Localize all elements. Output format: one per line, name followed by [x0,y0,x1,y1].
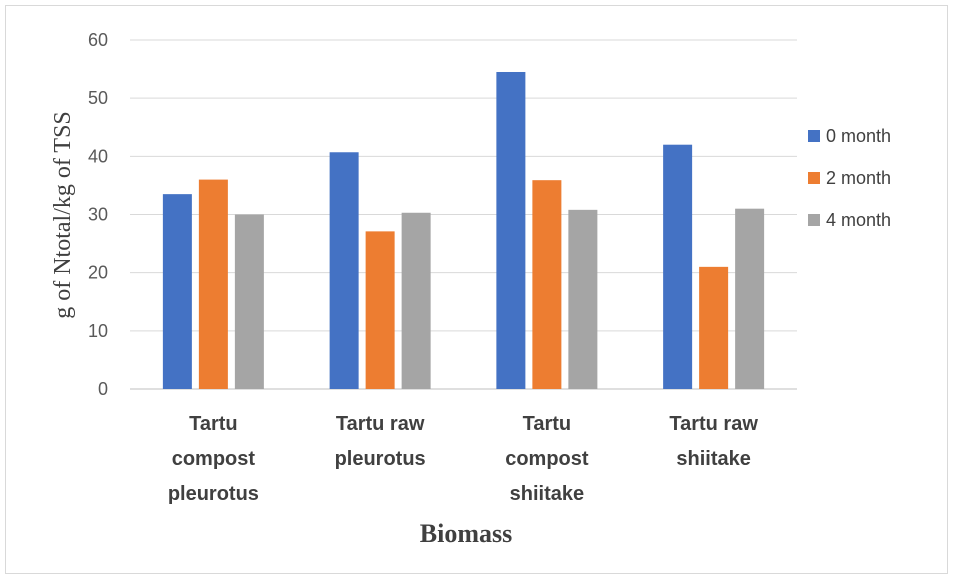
legend: 0 month 2 month 4 month [808,126,891,230]
bars [162,71,765,389]
legend-swatch [808,214,820,226]
y-tick-label: 40 [88,146,108,166]
legend-swatch [808,130,820,142]
bar-0-month-0 [162,194,192,389]
y-tick-label: 0 [98,379,108,399]
x-category-labels: Tartu compost pleurotus Tartu raw pleurotus T… [168,413,759,505]
chart-frame [5,5,948,574]
y-tick-label: 60 [88,30,108,50]
bar-2-month-2 [532,180,562,389]
legend-label: 2 month [826,168,891,188]
x-category-label: Tartu raw [669,413,758,435]
y-tick-label: 30 [88,205,108,225]
x-category-label: pleurotus [168,483,259,505]
legend-label: 4 month [826,210,891,230]
x-category-label: compost [505,448,589,470]
x-category-label: Tartu [523,413,572,435]
bar-2-month-0 [198,179,228,389]
x-category-label: Tartu [189,413,238,435]
x-category-label: compost [172,448,256,470]
bar-2-month-1 [365,231,395,389]
bar-4-month-1 [401,212,431,389]
x-category-label: shiitake [676,448,750,470]
gridlines [130,39,797,390]
bar-2-month-3 [699,266,729,389]
y-tick-label: 20 [88,263,108,283]
bar-4-month-3 [735,208,765,389]
x-category-label: Tartu raw [336,413,425,435]
bar-4-month-2 [568,209,598,389]
x-category-label: pleurotus [335,448,426,470]
y-tick-labels: 0 10 20 30 40 50 60 [88,30,108,399]
y-tick-label: 50 [88,88,108,108]
bar-0-month-3 [663,144,693,389]
bar-0-month-1 [329,152,359,389]
y-axis-title: g of Ntotal/kg of TSS [50,111,76,319]
legend-label: 0 month [826,126,891,146]
bar-4-month-0 [234,214,264,389]
bar-0-month-2 [496,71,526,389]
y-tick-label: 10 [88,321,108,341]
legend-swatch [808,172,820,184]
x-category-label: shiitake [510,483,584,505]
x-axis-title: Biomass [420,519,512,548]
